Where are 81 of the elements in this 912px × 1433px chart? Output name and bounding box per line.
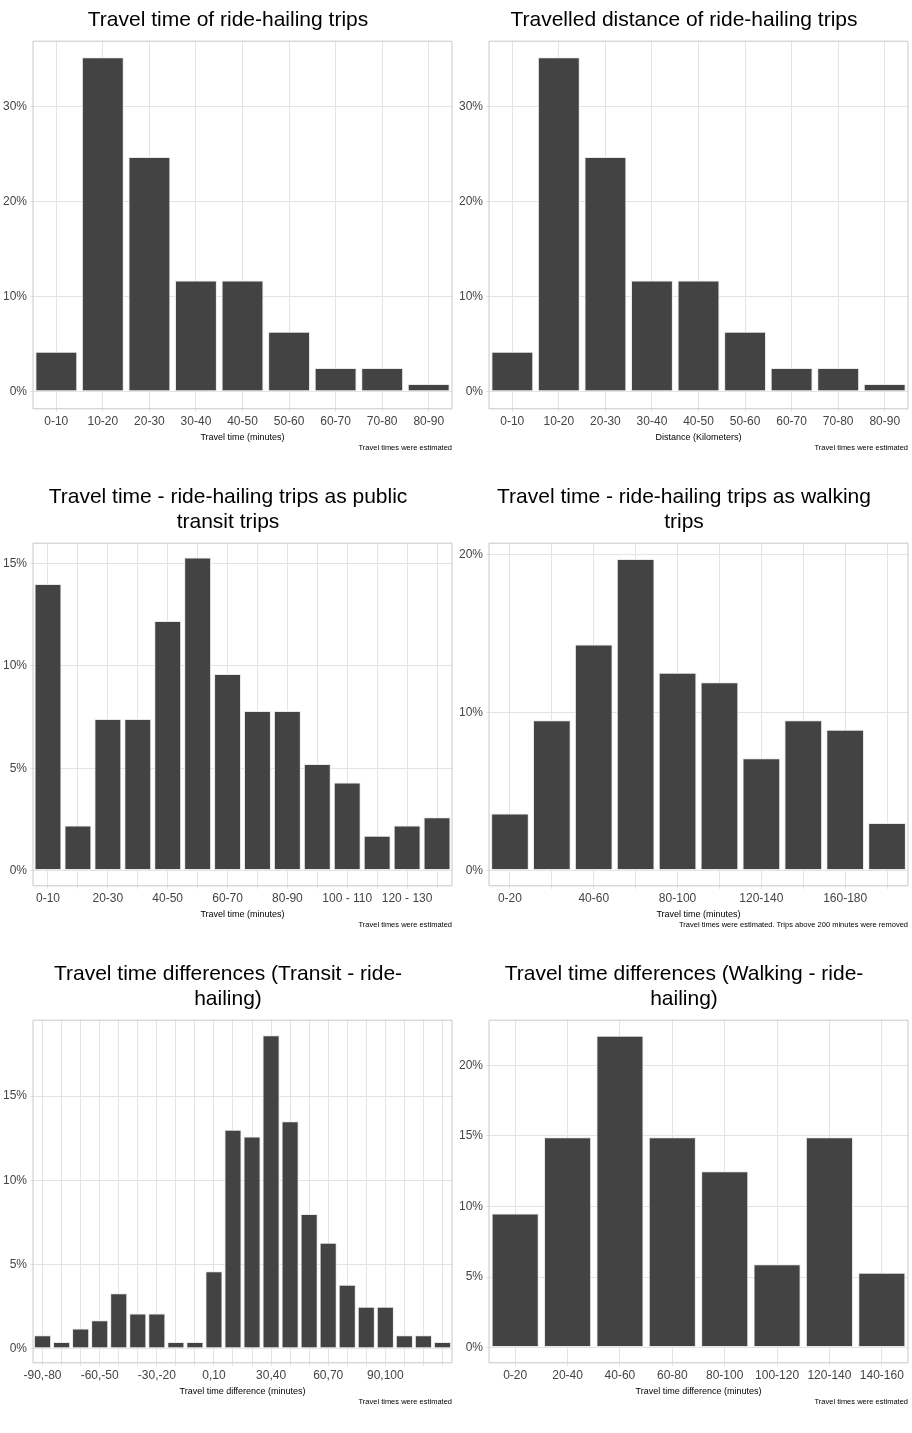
y-tick-label: 5% (465, 1269, 484, 1284)
chart-title: Travelled distance of ride-hailing trips (509, 6, 859, 31)
x-tick-label: 60-70 (212, 891, 244, 906)
x-tick-label: 60-80 (656, 1368, 688, 1383)
y-tick-label: 0% (9, 384, 28, 399)
x-axis-title: Travel time (minutes) (200, 909, 285, 920)
x-tick-label: 160-180 (823, 891, 868, 906)
y-tick-label: 10% (2, 289, 28, 304)
y-tick-label: 0% (9, 1341, 28, 1356)
y-tick-label: 20% (458, 546, 484, 561)
y-tick-label: 10% (458, 704, 484, 719)
x-tick-label: 100 - 110 (322, 891, 373, 906)
x-tick-label: 50-60 (729, 414, 761, 429)
chart-title: Travel time differences (Transit - ride-hailing) (52, 960, 404, 1010)
y-tick-label: 20% (2, 194, 28, 209)
x-tick-label: 70-80 (366, 414, 398, 429)
x-tick-label: 40-50 (227, 414, 259, 429)
x-tick-label: 80-100 (706, 1368, 744, 1383)
x-tick-label: 0-10 (44, 414, 69, 429)
x-tick-label: 20-30 (590, 414, 622, 429)
x-tick-label: 80-90 (869, 414, 901, 429)
x-tick-label: 70-80 (822, 414, 854, 429)
x-tick-label: 20-40 (552, 1368, 584, 1383)
x-tick-label: 10-20 (543, 414, 575, 429)
x-tick-label: 120-140 (807, 1368, 852, 1383)
x-tick-label: 120-140 (739, 891, 784, 906)
x-tick-label: 80-90 (272, 891, 304, 906)
x-tick-label: 40-50 (152, 891, 184, 906)
y-tick-label: 15% (2, 1088, 28, 1103)
y-tick-label: 10% (458, 289, 484, 304)
y-tick-label: 15% (2, 555, 28, 570)
x-tick-label: 30-40 (636, 414, 668, 429)
y-tick-label: 30% (2, 99, 28, 114)
x-tick-label: 30-40 (180, 414, 212, 429)
y-tick-label: 10% (458, 1198, 484, 1213)
y-tick-label: 5% (9, 760, 28, 775)
y-tick-label: 5% (9, 1256, 28, 1271)
x-tick-label: 120 - 130 (381, 891, 433, 906)
y-tick-label: 20% (458, 1057, 484, 1072)
x-tick-label: 90,100 (366, 1368, 405, 1383)
x-tick-label: 20-30 (92, 891, 124, 906)
y-tick-label: 0% (465, 1339, 484, 1354)
y-tick-label: 0% (9, 862, 28, 877)
x-tick-label: 60-70 (320, 414, 352, 429)
chart-title: Travel time of ride-hailing trips (86, 6, 370, 31)
x-axis-title: Travel time (minutes) (200, 432, 285, 443)
x-tick-label: 0,10 (202, 1368, 226, 1383)
x-tick-label: 50-60 (273, 414, 305, 429)
y-tick-label: 10% (2, 658, 28, 673)
y-tick-label: 20% (458, 194, 484, 209)
x-tick-label: 0-20 (503, 1368, 528, 1383)
x-tick-label: 40-60 (578, 891, 610, 906)
x-axis-title: Travel time (minutes) (656, 909, 741, 920)
x-tick-label: 20-30 (134, 414, 166, 429)
x-tick-label: -30,-20 (137, 1368, 177, 1383)
x-tick-label: 0-10 (500, 414, 525, 429)
x-tick-label: 0-10 (35, 891, 61, 906)
y-tick-label: 0% (465, 384, 484, 399)
x-tick-label: 80-90 (413, 414, 445, 429)
x-tick-label: 0-20 (497, 891, 523, 906)
x-tick-label: 10-20 (87, 414, 119, 429)
y-tick-label: 0% (465, 862, 484, 877)
chart-title: Travel time - ride-hailing trips as public transit trips (47, 483, 409, 533)
x-tick-label: -90,-80 (23, 1368, 62, 1383)
x-axis-title: Travel time difference (minutes) (635, 1386, 762, 1397)
x-tick-label: 60,70 (313, 1368, 344, 1383)
x-axis-title: Travel time difference (minutes) (179, 1386, 306, 1397)
x-tick-label: 40-60 (604, 1368, 636, 1383)
x-tick-label: 140-160 (859, 1368, 905, 1383)
y-tick-label: 10% (2, 1172, 28, 1187)
chart-title: Travel time - ride-hailing trips as walking trips (496, 483, 872, 533)
x-tick-label: 30,40 (256, 1368, 287, 1383)
x-axis-title: Distance (Kilometers) (655, 432, 742, 443)
y-tick-label: 30% (458, 99, 484, 114)
x-tick-label: 40-50 (683, 414, 715, 429)
chart-title: Travel time differences (Walking - ride-hailing) (503, 960, 865, 1010)
x-tick-label: 80-100 (658, 891, 697, 906)
x-tick-label: 100-120 (755, 1368, 800, 1383)
y-tick-label: 15% (458, 1128, 484, 1143)
x-tick-label: -60,-50 (80, 1368, 120, 1383)
x-tick-label: 60-70 (776, 414, 808, 429)
